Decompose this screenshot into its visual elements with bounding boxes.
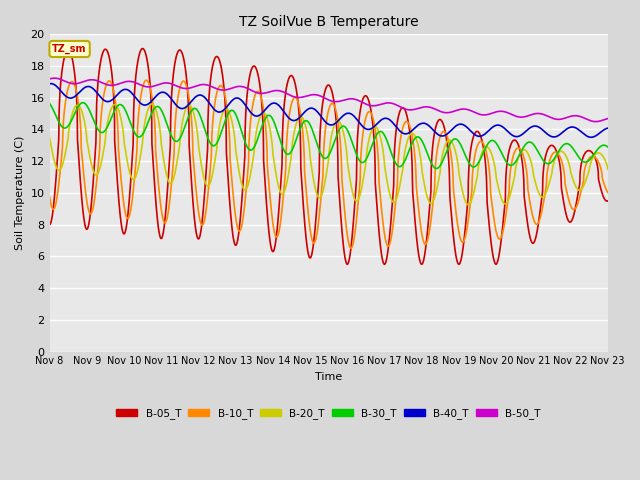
B-40_T xyxy=(587,134,595,140)
B-05_T xyxy=(260,160,268,166)
Line: B-05_T: B-05_T xyxy=(49,48,608,264)
B-05_T xyxy=(604,198,612,204)
B-30_T xyxy=(79,100,86,106)
B-50_T xyxy=(260,90,268,96)
B-30_T xyxy=(593,147,601,153)
B-20_T xyxy=(604,166,612,172)
Line: B-20_T: B-20_T xyxy=(49,104,608,204)
B-10_T xyxy=(533,221,541,227)
B-20_T xyxy=(143,112,150,118)
B-50_T xyxy=(284,91,292,97)
B-20_T xyxy=(464,202,472,207)
B-50_T xyxy=(593,119,601,124)
Line: B-10_T: B-10_T xyxy=(49,80,608,248)
Line: B-50_T: B-50_T xyxy=(49,78,608,121)
B-10_T xyxy=(109,86,117,92)
B-50_T xyxy=(592,119,600,124)
Line: B-40_T: B-40_T xyxy=(49,84,608,137)
B-05_T xyxy=(143,54,150,60)
B-40_T xyxy=(284,114,292,120)
B-05_T xyxy=(492,262,500,267)
B-05_T xyxy=(139,46,147,51)
B-05_T xyxy=(109,85,117,91)
Text: TZ_sm: TZ_sm xyxy=(52,44,87,54)
B-20_T xyxy=(109,102,117,108)
B-50_T xyxy=(51,75,58,81)
B-30_T xyxy=(45,100,53,106)
B-10_T xyxy=(45,194,53,200)
Y-axis label: Soil Temperature (C): Soil Temperature (C) xyxy=(15,136,25,250)
B-40_T xyxy=(109,96,117,102)
B-20_T xyxy=(533,185,541,191)
B-05_T xyxy=(593,161,601,167)
B-30_T xyxy=(260,119,268,124)
B-30_T xyxy=(284,151,292,157)
B-10_T xyxy=(260,108,268,114)
B-40_T xyxy=(533,123,541,129)
B-05_T xyxy=(284,78,292,84)
B-40_T xyxy=(593,132,601,138)
B-50_T xyxy=(45,76,53,82)
B-40_T xyxy=(47,81,55,86)
B-20_T xyxy=(45,134,53,140)
B-30_T xyxy=(109,110,117,116)
B-40_T xyxy=(604,125,612,131)
B-50_T xyxy=(533,110,541,116)
B-40_T xyxy=(260,108,268,114)
B-10_T xyxy=(143,77,150,83)
B-05_T xyxy=(45,222,53,228)
B-40_T xyxy=(143,102,150,108)
B-10_T xyxy=(284,122,292,128)
B-50_T xyxy=(143,84,150,90)
Legend: B-05_T, B-10_T, B-20_T, B-30_T, B-40_T, B-50_T: B-05_T, B-10_T, B-20_T, B-30_T, B-40_T, … xyxy=(112,404,545,423)
Title: TZ SoilVue B Temperature: TZ SoilVue B Temperature xyxy=(239,15,419,29)
B-05_T xyxy=(533,229,541,235)
B-50_T xyxy=(604,116,612,121)
B-10_T xyxy=(143,77,150,83)
B-10_T xyxy=(347,245,355,251)
B-20_T xyxy=(148,101,156,107)
B-20_T xyxy=(284,174,292,180)
B-30_T xyxy=(533,147,541,153)
B-30_T xyxy=(604,144,612,150)
B-30_T xyxy=(433,166,440,171)
B-30_T xyxy=(143,123,150,129)
B-50_T xyxy=(109,83,117,88)
X-axis label: Time: Time xyxy=(315,372,342,382)
B-10_T xyxy=(593,157,601,163)
B-20_T xyxy=(260,110,268,116)
B-40_T xyxy=(45,81,53,87)
B-10_T xyxy=(604,190,612,195)
Line: B-30_T: B-30_T xyxy=(49,103,608,168)
B-20_T xyxy=(593,150,601,156)
